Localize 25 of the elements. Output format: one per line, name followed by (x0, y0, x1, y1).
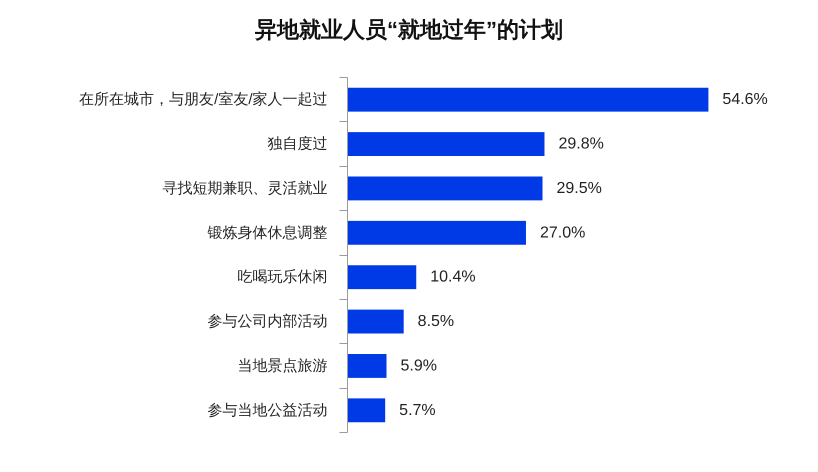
data-label: 8.5% (418, 313, 454, 330)
y-tick-label: 吃喝玩乐休闲 (238, 268, 328, 286)
data-label: 54.6% (722, 91, 768, 108)
y-tick-label: 当地景点旅游 (238, 357, 328, 374)
data-label: 27.0% (540, 224, 586, 242)
bar (348, 310, 404, 334)
y-tick-label: 参与公司内部活动 (208, 313, 328, 330)
data-label: 10.4% (430, 268, 476, 286)
y-tick-label: 参与当地公益活动 (208, 402, 328, 419)
y-tick-label: 在所在城市，与朋友/室友/家人一起过 (79, 91, 328, 108)
bar (348, 176, 542, 200)
bar (348, 132, 544, 156)
bar (348, 88, 708, 112)
bar (348, 398, 386, 422)
chart-title: 异地就业人员“就地过年”的计划 (255, 16, 563, 44)
y-tick-label: 独自度过 (268, 136, 328, 153)
bar (348, 265, 416, 290)
bar (348, 220, 526, 245)
y-tick-label: 寻找短期兼职、灵活就业 (162, 180, 328, 197)
data-label: 29.8% (558, 136, 604, 153)
data-label: 29.5% (556, 180, 602, 197)
bar (348, 354, 386, 378)
y-tick-label: 锻炼身体休息调整 (206, 224, 328, 242)
data-label: 5.7% (399, 402, 436, 419)
data-label: 5.9% (400, 357, 437, 374)
